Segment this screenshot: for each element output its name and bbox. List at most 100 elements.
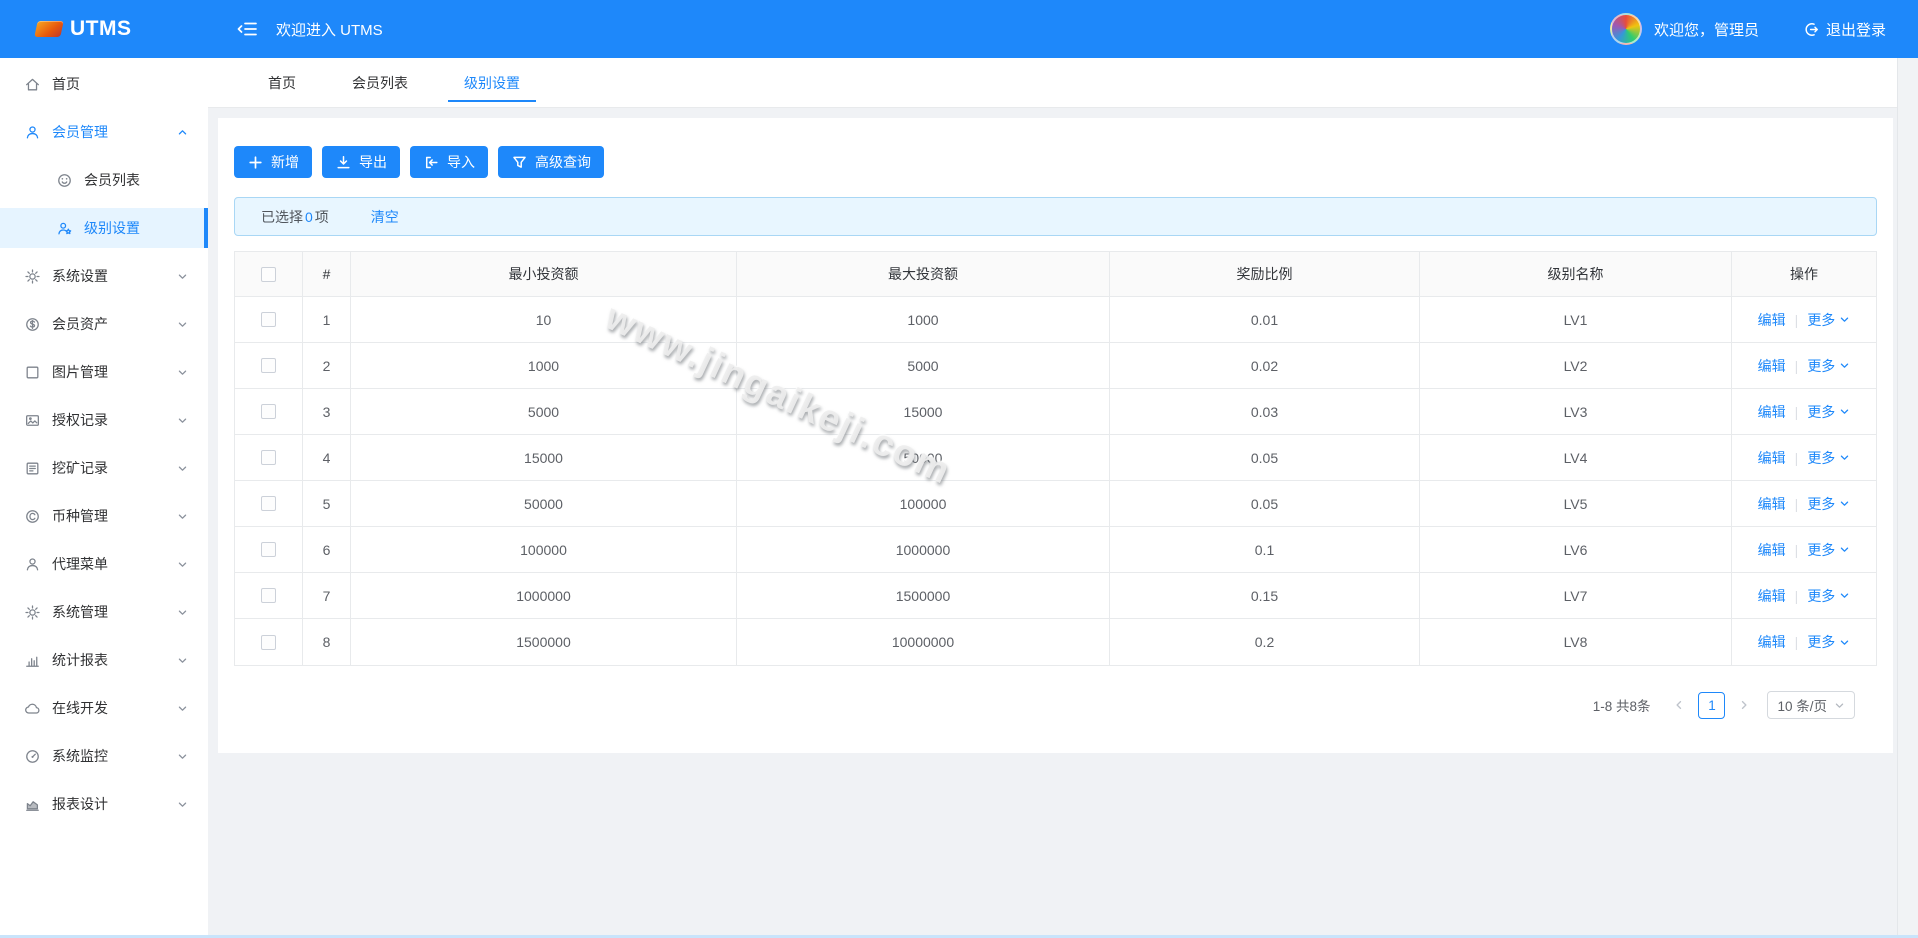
edit-link[interactable]: 编辑 <box>1757 403 1786 420</box>
sidebar-item-report-design[interactable]: 报表设计 <box>0 784 208 824</box>
chevron-down-icon <box>177 271 188 282</box>
table-row: 3 5000 15000 0.03 LV3 编辑 | 更多 <box>235 389 1876 435</box>
table-row: 1 10 1000 0.01 LV1 编辑 | 更多 <box>235 297 1876 343</box>
brand-zone: UTMS <box>0 17 208 41</box>
sidebar-item-image-mgmt[interactable]: 图片管理 <box>0 352 208 392</box>
dollar-icon <box>24 316 41 333</box>
sidebar-item-system-mgmt[interactable]: 系统管理 <box>0 592 208 632</box>
more-link[interactable]: 更多 <box>1807 448 1850 468</box>
sidebar-item-level-settings[interactable]: 级别设置 <box>0 208 208 248</box>
content-card: 新增 导出 导入 高级查询 已选择 0 项 清空 # 最小投资额 最大投资额 奖励比例 级… <box>218 118 1893 753</box>
sidebar-item-system-settings[interactable]: 系统设置 <box>0 256 208 296</box>
more-label: 更多 <box>1807 541 1836 558</box>
cell-level-name: LV1 <box>1420 297 1732 342</box>
cell-max-investment: 1000000 <box>737 527 1110 572</box>
chevron-down-icon <box>177 655 188 666</box>
tab-bar: 首页 会员列表 级别设置 <box>208 58 1897 108</box>
more-label: 更多 <box>1807 495 1836 512</box>
edit-link[interactable]: 编辑 <box>1757 541 1786 558</box>
col-max: 最大投资额 <box>737 252 1110 296</box>
power-icon <box>1803 21 1820 38</box>
sidebar-item-coin-mgmt[interactable]: 币种管理 <box>0 496 208 536</box>
chevron-down-icon <box>1839 590 1850 601</box>
edit-link[interactable]: 编辑 <box>1757 634 1786 650</box>
more-label: 更多 <box>1807 634 1836 650</box>
prev-page-button[interactable] <box>1666 692 1692 718</box>
add-button[interactable]: 新增 <box>234 146 312 178</box>
main-area: 首页 会员列表 级别设置 新增 导出 导入 高级查询 已选择 0 项 清空 # 最小投资额 最… <box>208 58 1897 938</box>
sidebar-item-label: 报表设计 <box>52 796 108 812</box>
cell-level-name: LV3 <box>1420 389 1732 434</box>
clear-selection-link[interactable]: 清空 <box>370 208 399 225</box>
user-icon <box>24 124 41 141</box>
more-link[interactable]: 更多 <box>1807 356 1850 376</box>
tab-member-list[interactable]: 会员列表 <box>352 74 408 91</box>
user-avatar[interactable] <box>1609 13 1642 45</box>
tab-level-settings[interactable]: 级别设置 <box>448 58 536 107</box>
scrollbar-gutter <box>1897 58 1918 938</box>
button-label: 新增 <box>271 154 299 170</box>
cell-actions: 编辑 | 更多 <box>1732 573 1876 618</box>
action-divider: | <box>1794 587 1799 604</box>
sidebar-item-online-dev[interactable]: 在线开发 <box>0 688 208 728</box>
row-checkbox[interactable] <box>261 634 276 650</box>
more-link[interactable]: 更多 <box>1807 586 1850 606</box>
cell-min-investment: 15000 <box>351 435 737 480</box>
sidebar-item-stats-report[interactable]: 统计报表 <box>0 640 208 680</box>
chevron-down-icon <box>1839 452 1850 463</box>
download-icon <box>335 154 352 171</box>
logout-button[interactable]: 退出登录 <box>1803 19 1886 40</box>
cell-actions: 编辑 | 更多 <box>1732 389 1876 434</box>
chevron-down-icon <box>177 799 188 810</box>
query-button[interactable]: 高级查询 <box>498 146 604 178</box>
edit-link[interactable]: 编辑 <box>1757 311 1786 328</box>
more-link[interactable]: 更多 <box>1807 494 1850 514</box>
tab-home[interactable]: 首页 <box>268 74 296 91</box>
more-link[interactable]: 更多 <box>1807 632 1850 652</box>
export-button[interactable]: 导出 <box>322 146 400 178</box>
sidebar-item-member-mgmt[interactable]: 会员管理 <box>0 112 208 152</box>
row-checkbox[interactable] <box>261 496 276 511</box>
import-button[interactable]: 导入 <box>410 146 488 178</box>
cell-index: 7 <box>303 573 351 618</box>
sidebar-item-member-assets[interactable]: 会员资产 <box>0 304 208 344</box>
action-divider: | <box>1794 311 1799 328</box>
edit-link[interactable]: 编辑 <box>1757 449 1786 466</box>
cell-actions: 编辑 | 更多 <box>1732 435 1876 480</box>
page-size-select[interactable]: 10 条/页 <box>1767 691 1855 719</box>
sidebar-item-auth-records[interactable]: 授权记录 <box>0 400 208 440</box>
more-link[interactable]: 更多 <box>1807 310 1850 330</box>
pagination-total: 1-8 共8条 <box>1592 699 1651 714</box>
sidebar-item-home[interactable]: 首页 <box>0 64 208 104</box>
more-label: 更多 <box>1807 403 1836 420</box>
current-page-button[interactable]: 1 <box>1698 691 1726 719</box>
edit-link[interactable]: 编辑 <box>1757 587 1786 604</box>
sidebar-item-member-list[interactable]: 会员列表 <box>0 160 208 200</box>
edit-link[interactable]: 编辑 <box>1757 357 1786 374</box>
row-checkbox[interactable] <box>261 450 276 465</box>
sidebar-item-system-monitor[interactable]: 系统监控 <box>0 736 208 776</box>
sidebar-item-agent-menu[interactable]: 代理菜单 <box>0 544 208 584</box>
list-box-icon <box>24 460 41 477</box>
row-checkbox[interactable] <box>261 404 276 419</box>
edit-link[interactable]: 编辑 <box>1757 495 1786 512</box>
toolbar: 新增 导出 导入 高级查询 <box>234 146 1877 178</box>
cell-reward-ratio: 0.05 <box>1110 435 1420 480</box>
sidebar-item-mining-records[interactable]: 挖矿记录 <box>0 448 208 488</box>
chevron-down-icon <box>177 511 188 522</box>
row-checkbox[interactable] <box>261 358 276 373</box>
more-link[interactable]: 更多 <box>1807 540 1850 560</box>
menu-fold-icon[interactable] <box>236 19 258 39</box>
area-chart-icon <box>24 796 41 813</box>
row-checkbox[interactable] <box>261 542 276 557</box>
table-header-row: # 最小投资额 最大投资额 奖励比例 级别名称 操作 <box>235 252 1876 297</box>
row-checkbox[interactable] <box>261 312 276 327</box>
more-link[interactable]: 更多 <box>1807 402 1850 422</box>
home-icon <box>24 76 41 93</box>
cell-index: 2 <box>303 343 351 388</box>
next-page-button[interactable] <box>1731 692 1757 718</box>
select-all-checkbox[interactable] <box>261 266 276 282</box>
cell-reward-ratio: 0.03 <box>1110 389 1420 434</box>
cell-max-investment: 5000 <box>737 343 1110 388</box>
row-checkbox[interactable] <box>261 588 276 603</box>
